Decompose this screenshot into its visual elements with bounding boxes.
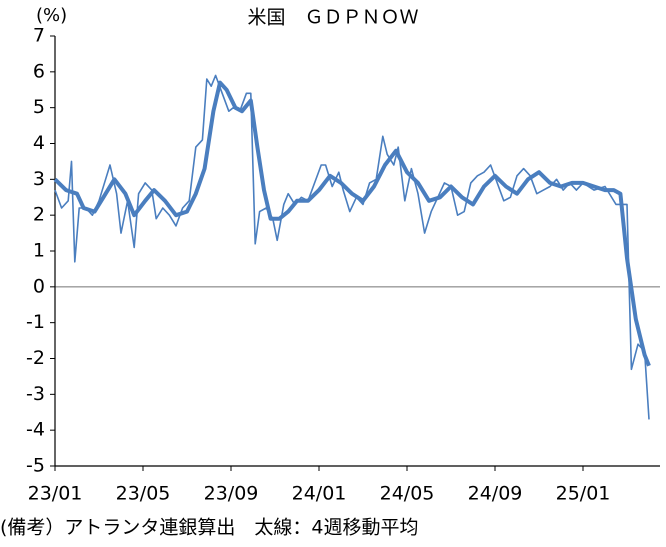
y-tick-label: -2 <box>26 347 45 369</box>
chart-title: 米国 ＧＤＰＮＯＷ <box>247 7 418 29</box>
note: (備考）アトランタ連銀算出 太線：4週移動平均 <box>0 517 419 539</box>
y-tick-label: 4 <box>33 132 45 154</box>
y-tick-label: 3 <box>33 168 45 190</box>
x-tick-label: 23/09 <box>204 483 259 505</box>
x-tick-label: 24/09 <box>468 483 523 505</box>
y-tick-label: -3 <box>26 383 45 405</box>
x-tick-label: 25/01 <box>556 483 611 505</box>
series-line <box>54 74 650 420</box>
x-tick-label: 24/01 <box>292 483 347 505</box>
x-tick-label: 23/05 <box>116 483 171 505</box>
x-tick-label: 24/05 <box>380 483 435 505</box>
y-tick-label: 5 <box>33 96 45 118</box>
y-tick-label: 0 <box>33 275 45 297</box>
y-tick-label: 1 <box>33 240 45 262</box>
series-line <box>53 80 651 367</box>
y-tick-label: -4 <box>26 419 45 441</box>
x-tick-label: 23/01 <box>28 483 83 505</box>
y-tick-label: -5 <box>26 455 45 477</box>
y-tick-label: 7 <box>33 25 45 47</box>
y-tick-label: -1 <box>26 311 45 333</box>
y-tick-label: 6 <box>33 60 45 82</box>
y-tick-label: 2 <box>33 204 45 226</box>
y-unit: (%) <box>36 5 67 26</box>
